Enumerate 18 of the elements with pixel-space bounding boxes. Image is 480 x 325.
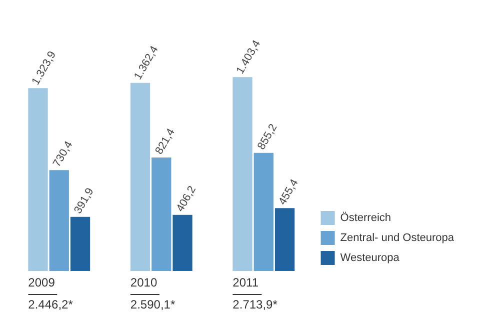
legend-label: Zentral- und Osteuropa bbox=[340, 232, 455, 244]
bar bbox=[232, 77, 252, 271]
legend-label: Westeuropa bbox=[340, 252, 400, 264]
bar bbox=[70, 216, 90, 271]
total-label: 2.713,9* bbox=[232, 297, 278, 312]
total-label: 2.446,2* bbox=[28, 297, 74, 312]
bar bbox=[49, 170, 69, 271]
bar bbox=[274, 208, 295, 271]
bar bbox=[172, 214, 192, 271]
x-tick-label: 2009 bbox=[28, 275, 56, 290]
bar bbox=[130, 82, 150, 271]
total-label: 2.590,1* bbox=[130, 297, 176, 312]
bar bbox=[28, 88, 48, 271]
bar bbox=[152, 158, 172, 271]
x-tick-label: 2011 bbox=[232, 275, 259, 290]
bar bbox=[254, 152, 274, 271]
legend-label: Österreich bbox=[340, 211, 392, 224]
x-tick-label: 2010 bbox=[130, 275, 158, 290]
